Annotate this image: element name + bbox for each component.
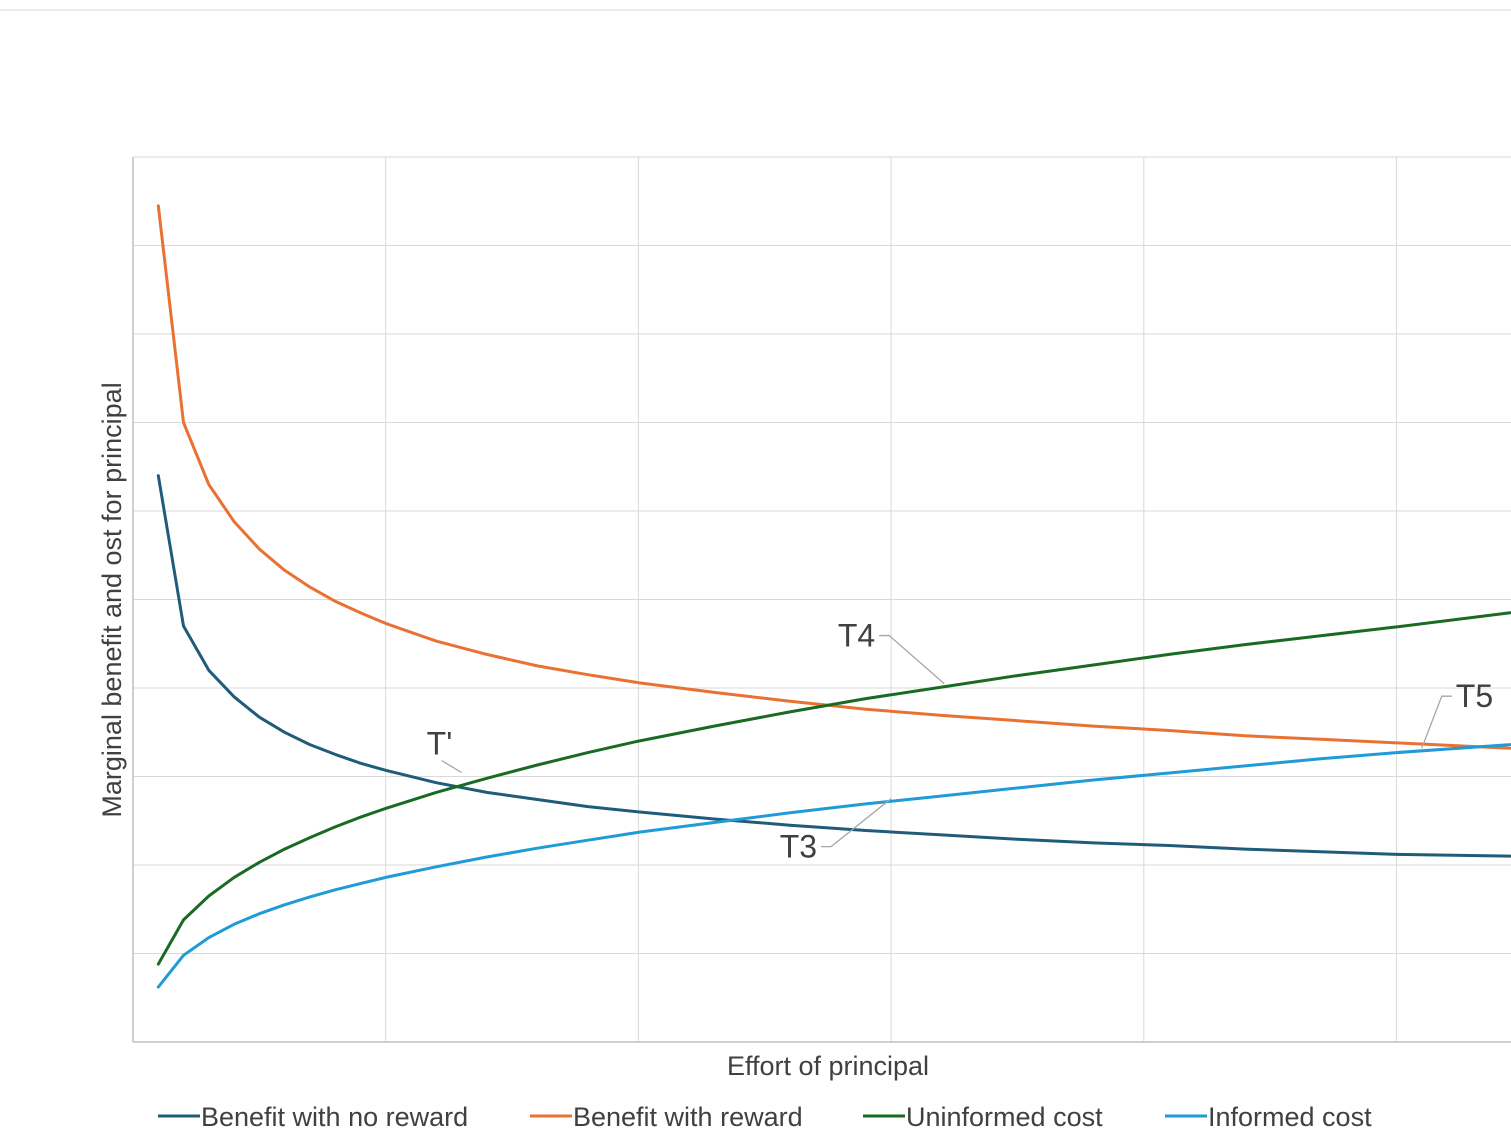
- legend-label: Benefit with no reward: [201, 1102, 468, 1132]
- legend-item-4: Informed cost: [1165, 1102, 1372, 1132]
- series-line-1: [156, 474, 1511, 858]
- legend-label: Benefit with reward: [573, 1102, 803, 1132]
- annotation-label: T5: [1456, 678, 1493, 714]
- legend-item-3: Uninformed cost: [863, 1102, 1103, 1132]
- legend-label: Informed cost: [1208, 1102, 1372, 1132]
- annotation-leader: [1421, 695, 1452, 749]
- axes: [132, 157, 1511, 1043]
- legend-item-2: Benefit with reward: [530, 1102, 803, 1132]
- annotation-label: T4: [838, 618, 875, 654]
- y-axis-label: Marginal benefit and ost for principal: [97, 382, 127, 817]
- series-lines: [156, 204, 1511, 989]
- series-line-4: [156, 743, 1511, 989]
- legend-item-1: Benefit with no reward: [158, 1102, 468, 1132]
- annotation-label: T': [427, 726, 453, 762]
- gridlines: [133, 156, 1511, 1042]
- annotation-label: T3: [780, 829, 817, 865]
- annotation-2: T3: [780, 798, 892, 865]
- annotation-4: T5: [1421, 678, 1493, 749]
- annotation-leader: [879, 634, 945, 685]
- series-line-2: [156, 204, 1511, 750]
- annotation-1: T': [427, 726, 462, 774]
- legend: Benefit with no reward Benefit with rewar…: [158, 1102, 1372, 1132]
- annotations: T' T3 T4 T5: [427, 618, 1493, 865]
- x-axis-label: Effort of principal: [727, 1051, 929, 1081]
- series-line-3: [156, 611, 1511, 966]
- legend-label: Uninformed cost: [906, 1102, 1103, 1132]
- annotation-leader: [441, 759, 462, 774]
- annotation-leader: [821, 798, 892, 848]
- annotation-3: T4: [838, 618, 945, 685]
